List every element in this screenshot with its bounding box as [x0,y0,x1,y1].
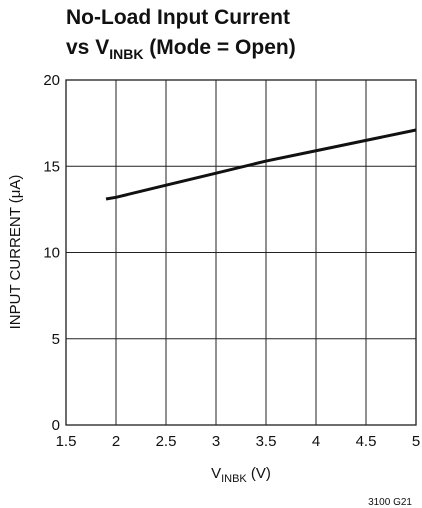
title-subscript: INBK [109,46,143,62]
chart-title: No-Load Input Current [66,6,290,29]
chart-title: vs VINBK (Mode = Open) [66,36,296,62]
x-label-part: (V) [247,465,271,482]
title-part: vs V [66,36,109,59]
x-label-subscript: INBK [221,473,247,485]
x-tick-label: 2 [112,433,120,450]
x-tick-label: 1.5 [56,433,77,450]
y-tick-label: 15 [43,158,60,175]
x-tick-label: 4 [312,433,320,450]
x-tick-label: 5 [412,433,420,450]
x-tick-label: 4.5 [356,433,377,450]
y-tick-label: 5 [52,331,60,348]
y-tick-label: 20 [43,72,60,89]
y-tick-label: 10 [43,245,60,262]
y-axis-label: INPUT CURRENT (μA) [7,175,24,330]
title-part: (Mode = Open) [143,36,295,59]
x-label-part: V [211,465,221,482]
data-line [105,128,417,201]
x-axis-label: VINBK (V) [211,465,271,485]
x-tick-label: 3 [212,433,220,450]
figure-note: 3100 G21 [368,497,412,508]
y-tick-label: 0 [52,417,60,434]
x-tick-label: 2.5 [156,433,177,450]
x-tick-label: 3.5 [256,433,277,450]
